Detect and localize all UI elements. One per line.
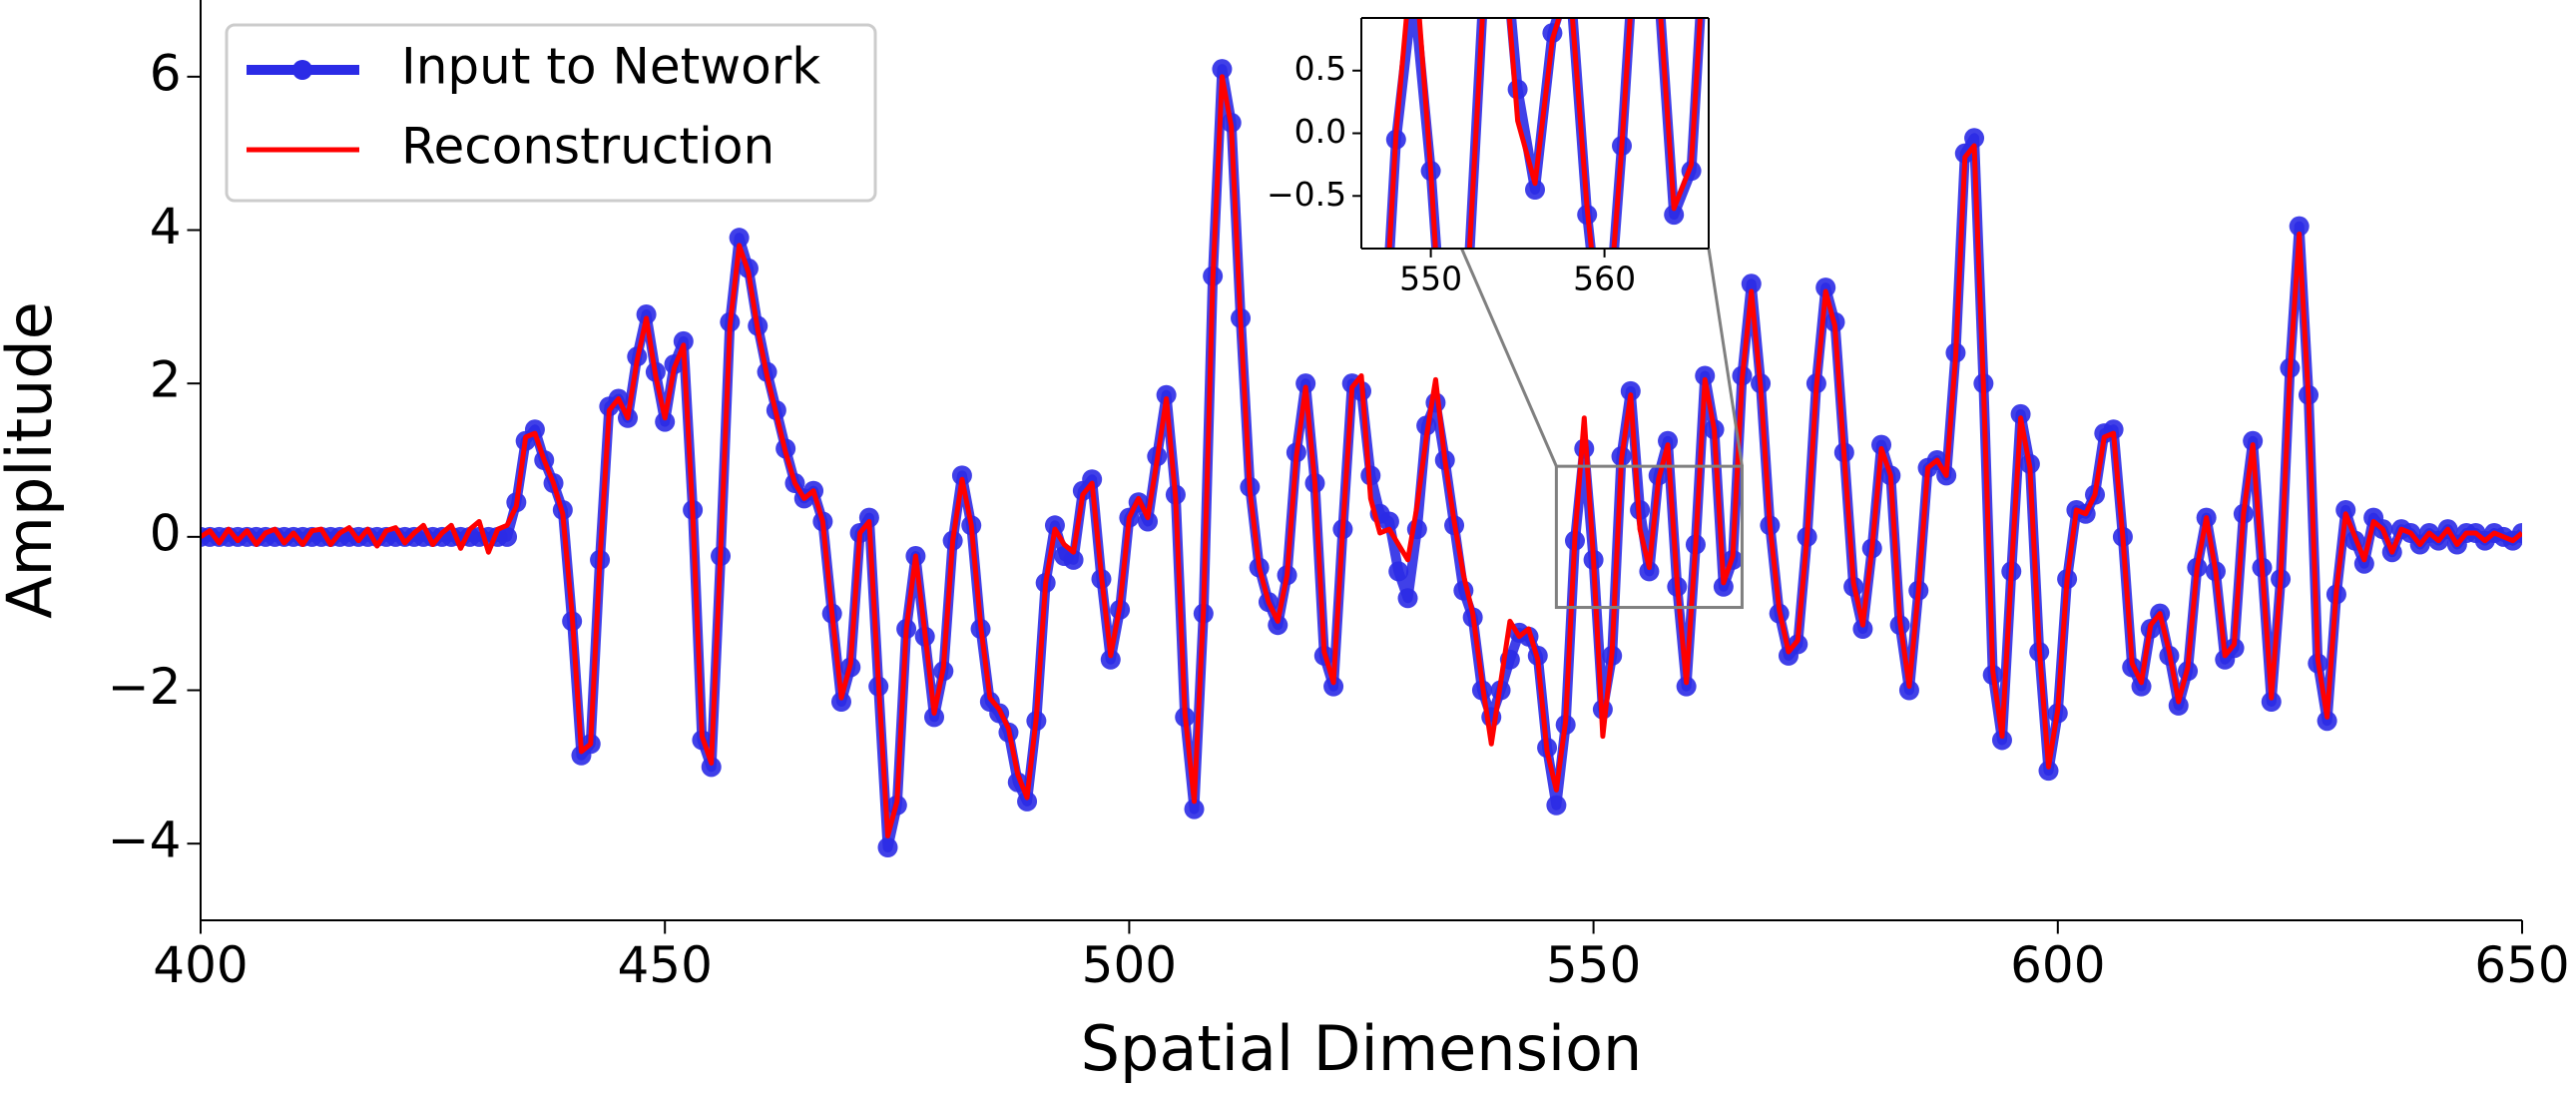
data-point	[1546, 795, 1567, 816]
legend-label: Reconstruction	[401, 118, 774, 176]
data-point	[1082, 469, 1103, 490]
series-group	[1351, 0, 1706, 582]
data-point	[1639, 561, 1660, 582]
data-point	[1852, 619, 1873, 640]
legend-label: Input to Network	[401, 38, 820, 96]
data-point	[1156, 384, 1177, 405]
data-point	[1388, 561, 1409, 582]
y-tick-label: −4	[108, 812, 182, 869]
y-tick-label: 2	[150, 351, 182, 409]
data-point	[1695, 365, 1716, 386]
data-point	[2317, 711, 2337, 732]
data-point	[1595, 367, 1615, 387]
data-point	[2335, 499, 2356, 520]
y-tick-label: 4	[150, 198, 182, 256]
data-point	[1323, 676, 1344, 697]
x-tick-label: 550	[1546, 936, 1641, 994]
data-point	[1473, 0, 1493, 12]
data-point	[1100, 649, 1121, 670]
x-tick-label: 650	[2474, 936, 2569, 994]
data-point	[497, 526, 518, 547]
y-tick-label: −2	[108, 658, 182, 716]
y-tick-label: 6	[150, 44, 182, 102]
data-point	[1741, 273, 1762, 294]
x-tick-label: 500	[1082, 936, 1177, 994]
data-point	[1017, 791, 1038, 812]
data-point	[1964, 128, 1985, 149]
data-point	[1184, 799, 1205, 820]
data-point	[2261, 692, 2282, 713]
data-point	[1212, 59, 1233, 80]
data-point	[877, 837, 898, 858]
data-point	[673, 330, 694, 351]
zoom-connector	[1707, 248, 1744, 467]
data-point	[1295, 373, 1316, 394]
y-tick-label: 0.5	[1294, 49, 1346, 88]
x-tick-label: 600	[2010, 936, 2105, 994]
x-tick-label: 560	[1573, 260, 1636, 298]
data-point	[1397, 588, 1418, 609]
plot-area: 400 450 500 550 600 650 −4 −2 0 2 4 6	[108, 0, 2570, 994]
data-point	[830, 692, 851, 713]
legend-marker	[292, 60, 312, 80]
data-point	[858, 507, 879, 528]
series-line	[201, 74, 2522, 838]
x-tick-label: 450	[617, 936, 712, 994]
series-group	[201, 59, 2522, 858]
y-tick-label: 0.0	[1294, 112, 1346, 151]
data-point	[1676, 676, 1697, 697]
data-point	[1620, 380, 1641, 401]
data-point	[2289, 216, 2310, 237]
y-axis-label: Amplitude	[0, 301, 66, 619]
data-point	[2353, 553, 2374, 574]
data-point	[1991, 730, 2012, 751]
data-point	[1815, 277, 1836, 298]
data-point	[1351, 562, 1371, 582]
data-point	[636, 304, 657, 325]
data-point	[924, 707, 945, 728]
legend: Input to Network Reconstruction	[225, 23, 877, 203]
data-point	[1898, 680, 1919, 701]
y-tick-label: 0	[150, 504, 182, 562]
data-point	[2243, 430, 2264, 451]
data-point	[1871, 434, 1892, 455]
data-point	[1713, 576, 1734, 597]
data-point	[701, 757, 722, 778]
legend-box	[225, 23, 877, 203]
x-axis-label: Spatial Dimension	[1081, 1012, 1643, 1085]
data-point	[729, 228, 750, 249]
data-point	[1268, 615, 1288, 636]
zoom-region	[1554, 464, 1744, 610]
data-point	[2038, 761, 2059, 782]
data-point	[1658, 430, 1679, 451]
data-point	[2010, 403, 2031, 424]
data-point	[1525, 179, 1545, 200]
data-point	[1138, 511, 1159, 532]
axes-background	[1361, 18, 1709, 249]
data-point	[655, 411, 676, 432]
data-point	[1044, 515, 1065, 536]
data-point	[1455, 317, 1475, 337]
data-point	[2168, 695, 2189, 716]
data-point	[1664, 205, 1685, 226]
plot-area: 550 560 −0.5 0.0 0.5	[1267, 0, 1710, 582]
x-tick-label: 550	[1399, 260, 1462, 298]
data-point	[951, 465, 972, 486]
y-tick-label: −0.5	[1267, 175, 1346, 214]
data-point	[1063, 549, 1084, 570]
data-point	[2131, 676, 2152, 697]
data-point	[1378, 511, 1399, 532]
x-tick-label: 400	[153, 936, 248, 994]
